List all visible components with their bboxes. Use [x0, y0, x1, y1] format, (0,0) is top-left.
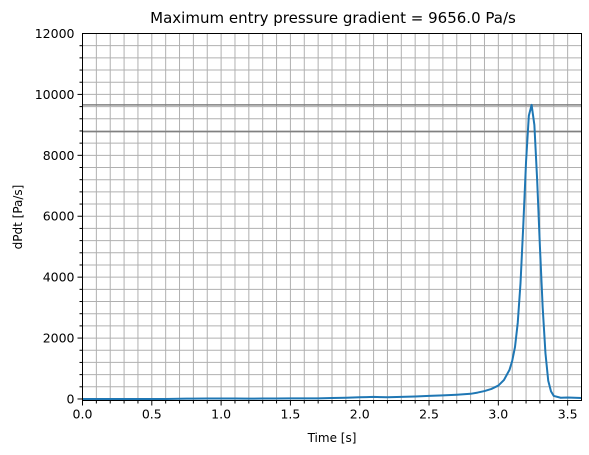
ticks: 0.0 0.5 1.0 1.5 2.0 2.5 3.0 3.5 0 2000 4000 6000 800… [35, 26, 578, 422]
plot-frame [82, 33, 582, 401]
y-tick-label: 12000 [35, 26, 75, 41]
reference-lines [82, 104, 582, 133]
x-axis-label: Time [s] [307, 431, 357, 445]
x-tick-label: 0.5 [142, 407, 162, 422]
y-tick-label: 6000 [43, 209, 75, 224]
x-tick-label: 2.0 [350, 407, 370, 422]
grid [82, 33, 582, 401]
x-tick-label: 2.5 [419, 407, 439, 422]
y-axis-label: dPdt [Pa/s] [11, 185, 25, 250]
y-tick-label: 4000 [43, 270, 75, 285]
series-line [82, 103, 582, 400]
x-tick-label: 1.0 [211, 407, 231, 422]
y-tick-label: 2000 [43, 331, 75, 346]
x-tick-label: 3.0 [488, 407, 508, 422]
x-tick-label: 3.5 [558, 407, 578, 422]
x-tick-label: 1.5 [280, 407, 300, 422]
x-tick-label: 0.0 [73, 407, 93, 422]
y-tick-label: 8000 [43, 148, 75, 163]
y-tick-label: 10000 [35, 87, 75, 102]
chart-title: Maximum entry pressure gradient = 9656.0… [150, 9, 516, 27]
y-tick-label: 0 [67, 391, 75, 406]
